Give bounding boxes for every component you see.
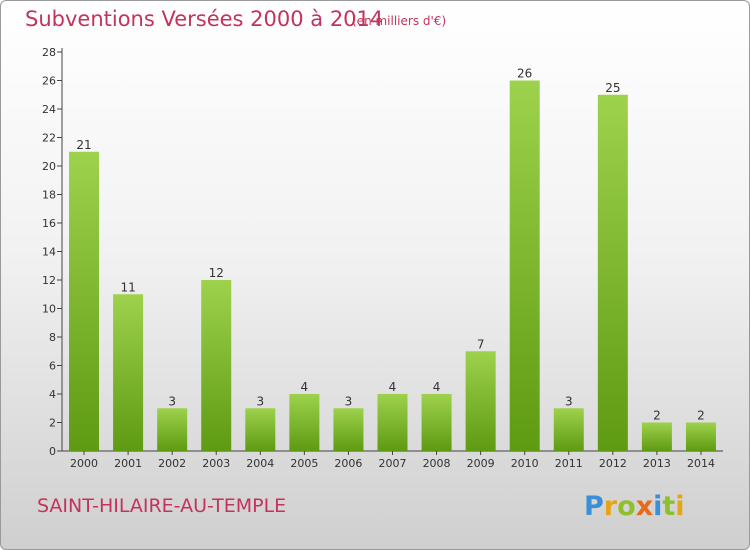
y-tick-label: 6 (49, 360, 56, 373)
y-tick-label: 10 (42, 303, 56, 316)
bar-value-label: 3 (565, 394, 573, 408)
chart-bars (69, 80, 716, 451)
bar-value-label: 3 (256, 394, 264, 408)
bar-value-label: 26 (517, 67, 532, 81)
bar-value-label: 2 (697, 409, 705, 423)
y-tick-label: 22 (42, 132, 56, 145)
y-tick-label: 26 (42, 75, 56, 88)
x-tick-label: 2008 (423, 457, 451, 470)
y-tick-label: 28 (42, 46, 56, 59)
x-tick-label: 2004 (246, 457, 274, 470)
bar (597, 94, 628, 451)
bar-value-label: 25 (605, 81, 620, 95)
bar-value-label: 2 (653, 409, 661, 423)
y-tick-label: 4 (49, 388, 56, 401)
bar (157, 408, 188, 451)
y-tick-label: 2 (49, 417, 56, 430)
bar-value-label: 4 (433, 380, 441, 394)
bar (421, 394, 452, 451)
bar (69, 151, 100, 451)
x-tick-label: 2011 (555, 457, 583, 470)
x-tick-label: 2014 (687, 457, 715, 470)
commune-name: SAINT-HILAIRE-AU-TEMPLE (37, 495, 287, 517)
bar (289, 394, 320, 451)
y-tick-label: 14 (42, 246, 56, 259)
y-tick-label: 12 (42, 274, 56, 287)
chart-unit-subtitle: (en milliers d'€) (352, 14, 447, 28)
x-tick-label: 2006 (334, 457, 362, 470)
y-tick-label: 18 (42, 189, 56, 202)
bar-value-label: 7 (477, 337, 485, 351)
x-tick-label: 2005 (290, 457, 318, 470)
bar (685, 422, 716, 451)
bar (509, 80, 540, 451)
x-tick-label: 2013 (643, 457, 671, 470)
chart-title: Subventions Versées 2000 à 2014 (25, 7, 384, 31)
bar (377, 394, 408, 451)
x-tick-label: 2002 (158, 457, 186, 470)
bar-value-label: 4 (389, 380, 397, 394)
y-tick-label: 8 (49, 331, 56, 344)
bar-value-label: 12 (209, 266, 224, 280)
bar-value-label: 4 (301, 380, 309, 394)
x-tick-label: 2007 (379, 457, 407, 470)
x-tick-label: 2003 (202, 457, 230, 470)
bar (245, 408, 276, 451)
x-tick-label: 2001 (114, 457, 142, 470)
svg-text:Proxiti: Proxiti (584, 491, 685, 522)
bar (465, 351, 496, 451)
x-tick-label: 2010 (511, 457, 539, 470)
y-tick-label: 24 (42, 103, 56, 116)
bar-value-label: 11 (120, 280, 135, 294)
x-tick-label: 2009 (467, 457, 495, 470)
bar (113, 294, 144, 451)
y-tick-label: 20 (42, 160, 56, 173)
bar-value-label: 3 (345, 394, 353, 408)
chart-labels: 21 11 3 12 3 4 3 4 4 7 26 3 25 2 2 (76, 67, 704, 423)
x-tick-label: 2000 (70, 457, 98, 470)
bar-value-label: 21 (76, 138, 91, 152)
x-tick-label: 2012 (599, 457, 627, 470)
bar (333, 408, 364, 451)
proxiti-logo: Proxiti (584, 491, 685, 522)
y-tick-label: 0 (49, 445, 56, 458)
bar (553, 408, 584, 451)
bar (641, 422, 672, 451)
y-tick-label: 16 (42, 217, 56, 230)
bar (201, 280, 232, 451)
bar-value-label: 3 (168, 394, 176, 408)
